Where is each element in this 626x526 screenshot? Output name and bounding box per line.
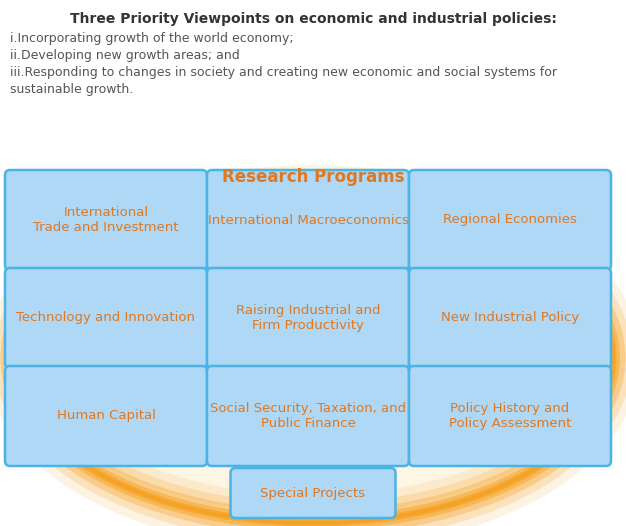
FancyBboxPatch shape <box>5 366 207 466</box>
FancyBboxPatch shape <box>207 366 409 466</box>
FancyBboxPatch shape <box>207 268 409 368</box>
Text: Technology and Innovation: Technology and Innovation <box>16 311 195 325</box>
Text: Raising Industrial and
Firm Productivity: Raising Industrial and Firm Productivity <box>236 304 380 332</box>
FancyBboxPatch shape <box>409 170 611 270</box>
FancyBboxPatch shape <box>5 268 207 368</box>
Text: i.Incorporating growth of the world economy;: i.Incorporating growth of the world econ… <box>10 32 294 45</box>
Text: sustainable growth.: sustainable growth. <box>10 83 133 96</box>
Text: ii.Developing new growth areas; and: ii.Developing new growth areas; and <box>10 49 240 62</box>
Text: New Industrial Policy: New Industrial Policy <box>441 311 579 325</box>
Text: Research Programs: Research Programs <box>222 168 404 186</box>
Text: International
Trade and Investment: International Trade and Investment <box>33 206 179 234</box>
FancyBboxPatch shape <box>230 468 396 518</box>
Text: Regional Economies: Regional Economies <box>443 214 577 227</box>
FancyBboxPatch shape <box>207 170 409 270</box>
Text: Human Capital: Human Capital <box>56 410 155 422</box>
Text: Special Projects: Special Projects <box>260 487 366 500</box>
Text: Social Security, Taxation, and
Public Finance: Social Security, Taxation, and Public Fi… <box>210 402 406 430</box>
Text: iii.Responding to changes in society and creating new economic and social system: iii.Responding to changes in society and… <box>10 66 557 79</box>
Text: Three Priority Viewpoints on economic and industrial policies:: Three Priority Viewpoints on economic an… <box>69 12 557 26</box>
Text: International Macroeconomics: International Macroeconomics <box>208 214 408 227</box>
FancyBboxPatch shape <box>5 170 207 270</box>
Ellipse shape <box>23 203 603 513</box>
FancyBboxPatch shape <box>409 268 611 368</box>
Text: Policy History and
Policy Assessment: Policy History and Policy Assessment <box>449 402 571 430</box>
FancyBboxPatch shape <box>409 366 611 466</box>
